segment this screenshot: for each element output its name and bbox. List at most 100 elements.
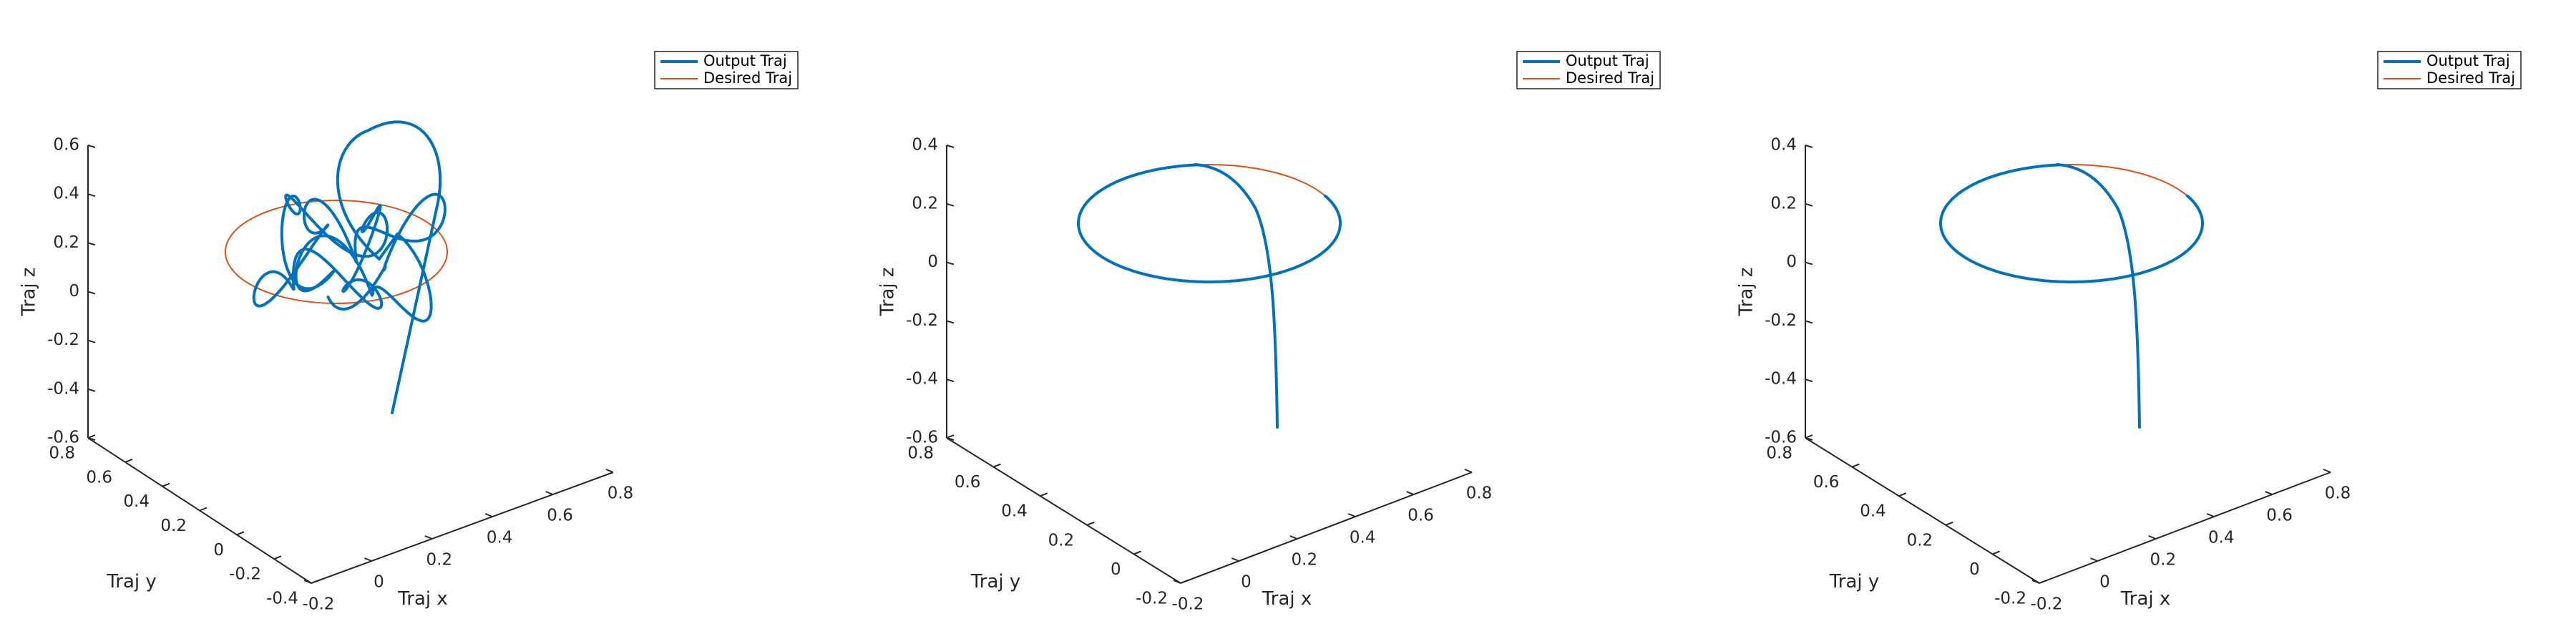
x-tick: [424, 535, 433, 540]
z-tick: [87, 291, 96, 295]
y-tick: [1992, 550, 2000, 555]
y-tick: [236, 531, 245, 536]
z-axis-label: Traj z: [19, 268, 40, 317]
z-axis-label: Traj z: [1736, 268, 1757, 317]
z-tick: [87, 145, 96, 148]
x-tick: [2090, 557, 2098, 562]
z-tick: [946, 261, 955, 265]
y-tick: [993, 463, 1001, 468]
z-tick-label: 0.2: [912, 194, 938, 213]
y-tick: [1945, 521, 1953, 526]
x-tick: [1347, 513, 1356, 517]
y-tick: [1180, 580, 1189, 584]
y-tick: [199, 507, 208, 512]
output-traj-line: [1939, 163, 2204, 429]
z-tick: [946, 203, 955, 207]
y-tick: [273, 555, 282, 560]
y-tick-label: 0.4: [1860, 502, 1886, 521]
x-tick-label: 0.8: [2325, 484, 2351, 503]
output-traj-line: [1077, 163, 1342, 429]
legend-box: [2377, 51, 2522, 89]
y-tick: [162, 482, 170, 487]
y-tick-label: 0: [213, 541, 224, 560]
x-tick-label: 0.4: [1350, 529, 1376, 547]
z-tick-label: 0.4: [1770, 136, 1797, 155]
legend-output-label: Output Traj: [1566, 52, 1649, 69]
z-tick: [946, 145, 955, 148]
y-tick-label: 0.2: [160, 517, 187, 535]
z-tick: [1805, 320, 1813, 324]
desired-traj-line: [225, 200, 448, 304]
x-tick: [1231, 557, 1239, 562]
z-tick-label: -0.6: [1765, 429, 1797, 447]
z-tick: [946, 437, 955, 441]
y-axis-line: [1805, 437, 2040, 584]
x-tick-label: 0.6: [547, 507, 573, 525]
y-axis-label: Traj y: [1829, 571, 1880, 592]
z-tick-label: -0.2: [47, 331, 79, 349]
y-tick-label: 0.4: [123, 492, 150, 511]
y-tick-label: 0.6: [1813, 473, 1840, 492]
z-tick-label: -0.4: [47, 379, 79, 398]
z-tick-label: -0.4: [906, 370, 938, 389]
z-tick: [87, 437, 96, 441]
x-tick-label: 0.2: [1292, 551, 1318, 570]
y-tick: [1133, 550, 1141, 555]
y-tick: [1086, 521, 1095, 526]
y-tick-label: 0: [1111, 560, 1121, 579]
x-tick-label: 0.2: [426, 551, 453, 570]
legend-box: [1516, 51, 1661, 89]
y-tick-label: 0.8: [907, 444, 934, 463]
z-tick-label: 0: [1786, 253, 1797, 271]
chart-panel-1: -0.6 -0.4 -0.2 0 0.2 0.4 0.6 Traj z -0.4 -0.2 0 0.2…: [19, 51, 799, 614]
z-tick: [1805, 261, 1813, 265]
z-axis-label: Traj z: [877, 268, 899, 317]
x-tick-label: 0.8: [608, 484, 634, 503]
x-tick-label: 0.4: [487, 529, 513, 547]
x-tick: [2265, 491, 2273, 495]
z-tick: [1805, 379, 1813, 383]
z-tick-label: 0.2: [1770, 194, 1797, 213]
z-tick-label: -0.4: [1765, 370, 1797, 389]
z-tick-label: -0.6: [906, 429, 938, 447]
x-tick: [1289, 535, 1298, 540]
x-axis-label: Traj x: [2120, 588, 2171, 610]
z-tick: [1805, 145, 1813, 148]
x-tick: [2206, 513, 2215, 517]
legend-desired-label: Desired Traj: [703, 69, 792, 87]
z-tick-label: 0: [69, 282, 79, 301]
y-tick: [1898, 492, 1907, 497]
y-tick-label: -0.2: [1136, 590, 1168, 608]
x-tick: [1173, 580, 1181, 584]
x-tick: [2148, 535, 2157, 540]
x-tick: [303, 580, 312, 584]
y-tick-label: -0.2: [1994, 590, 2026, 608]
x-tick-label: -0.2: [2031, 595, 2063, 614]
z-tick: [1805, 203, 1813, 207]
x-axis-line: [1180, 472, 1473, 584]
z-tick: [946, 320, 955, 324]
legend-output-label: Output Traj: [2426, 52, 2510, 69]
legend-desired-label: Desired Traj: [2426, 69, 2515, 87]
z-tick-label: 0.2: [53, 233, 79, 252]
x-tick-label: -0.2: [303, 595, 335, 614]
axes-box: [87, 145, 614, 584]
y-tick-label: 0.2: [1048, 531, 1075, 550]
y-tick-label: 0.6: [86, 468, 112, 487]
z-tick-label: -0.6: [47, 429, 79, 447]
x-tick-label: 0.4: [2208, 529, 2235, 547]
z-tick: [1805, 437, 1813, 441]
z-tick: [87, 339, 96, 343]
y-tick: [1805, 434, 1813, 439]
z-tick-label: -0.2: [906, 311, 938, 330]
chart-panel-3: -0.6 -0.4 -0.2 0 0.2 0.4 Traj z -0.2 0 0.2 0.4 0.6 0…: [1736, 51, 2522, 614]
y-tick: [1852, 463, 1860, 468]
y-axis-label: Traj y: [106, 571, 157, 592]
z-tick-label: 0.6: [53, 136, 79, 155]
x-tick-label: 0.6: [2266, 507, 2293, 525]
axes-box: [1805, 145, 2331, 584]
y-tick: [946, 434, 955, 439]
